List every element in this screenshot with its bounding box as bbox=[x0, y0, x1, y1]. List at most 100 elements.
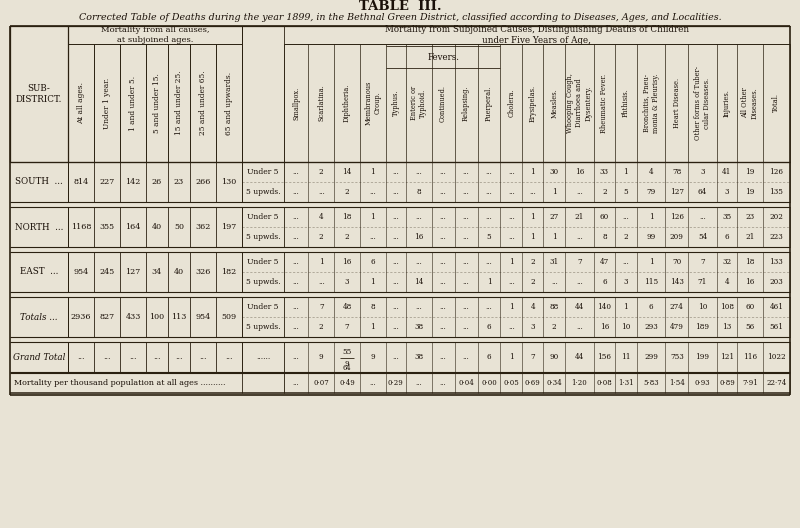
Text: 4: 4 bbox=[725, 278, 730, 286]
Text: 1: 1 bbox=[509, 303, 514, 311]
Text: 19: 19 bbox=[745, 188, 754, 196]
Text: 6: 6 bbox=[725, 233, 730, 241]
Text: Under 5: Under 5 bbox=[247, 168, 278, 176]
Text: 5: 5 bbox=[623, 188, 628, 196]
Text: 130: 130 bbox=[222, 178, 237, 186]
Text: 509: 509 bbox=[222, 313, 237, 321]
Text: Fevers.: Fevers. bbox=[427, 52, 459, 61]
Text: Grand Total: Grand Total bbox=[13, 353, 65, 362]
Text: Puerperal.: Puerperal. bbox=[485, 86, 493, 121]
Text: 5 upwds.: 5 upwds. bbox=[246, 323, 280, 331]
Text: 9: 9 bbox=[319, 353, 323, 361]
Text: 479: 479 bbox=[670, 323, 684, 331]
Text: 70: 70 bbox=[672, 258, 682, 266]
Text: 1: 1 bbox=[370, 278, 375, 286]
Text: Mortality per thousand population at all ages ..........: Mortality per thousand population at all… bbox=[14, 379, 226, 387]
Text: 1: 1 bbox=[530, 213, 535, 221]
Text: ...: ... bbox=[293, 353, 299, 361]
Text: 5 and under 15.: 5 and under 15. bbox=[153, 73, 161, 133]
Text: Cholera.: Cholera. bbox=[507, 89, 515, 117]
Text: 954: 954 bbox=[195, 313, 210, 321]
Text: ...: ... bbox=[370, 188, 376, 196]
Text: 60: 60 bbox=[600, 213, 609, 221]
Text: 78: 78 bbox=[672, 168, 682, 176]
Text: ...: ... bbox=[440, 353, 446, 361]
Text: Scarlatina.: Scarlatina. bbox=[318, 84, 326, 121]
Text: 227: 227 bbox=[99, 178, 114, 186]
Text: 1: 1 bbox=[486, 278, 491, 286]
Text: 293: 293 bbox=[644, 323, 658, 331]
Text: 0·04: 0·04 bbox=[458, 379, 474, 387]
Text: 55: 55 bbox=[342, 347, 352, 355]
Text: 6: 6 bbox=[649, 303, 654, 311]
Text: Mortality from Subjoined Causes, Distinguishing Deaths of Children
under Five Ye: Mortality from Subjoined Causes, Disting… bbox=[385, 25, 689, 45]
Text: 182: 182 bbox=[222, 268, 237, 276]
Text: 1·31: 1·31 bbox=[618, 379, 634, 387]
Text: ...: ... bbox=[576, 188, 582, 196]
Text: ...: ... bbox=[154, 353, 161, 361]
Text: 27: 27 bbox=[550, 213, 559, 221]
Text: 355: 355 bbox=[99, 223, 114, 231]
Text: 16: 16 bbox=[745, 278, 754, 286]
Text: 2: 2 bbox=[345, 233, 350, 241]
Text: ...: ... bbox=[393, 233, 399, 241]
Text: 5·83: 5·83 bbox=[643, 379, 658, 387]
Text: 121: 121 bbox=[720, 353, 734, 361]
Text: Corrected Table of Deaths during the year 1899, in the Bethnal Green District, c: Corrected Table of Deaths during the yea… bbox=[78, 13, 722, 22]
Text: 116: 116 bbox=[743, 353, 757, 361]
Text: 0·29: 0·29 bbox=[388, 379, 404, 387]
Text: Relapsing.: Relapsing. bbox=[462, 85, 470, 121]
Text: 2: 2 bbox=[552, 323, 557, 331]
Text: Other forms of Tuber-
cular Diseases.: Other forms of Tuber- cular Diseases. bbox=[694, 66, 711, 140]
Text: 0·34: 0·34 bbox=[546, 379, 562, 387]
Text: 2: 2 bbox=[530, 278, 535, 286]
Text: ...: ... bbox=[508, 213, 514, 221]
Text: 0·89: 0·89 bbox=[719, 379, 735, 387]
Text: Typhus.: Typhus. bbox=[392, 90, 400, 116]
Text: 1: 1 bbox=[530, 233, 535, 241]
Text: ...: ... bbox=[440, 188, 446, 196]
Text: 4: 4 bbox=[649, 168, 654, 176]
Text: 461: 461 bbox=[770, 303, 783, 311]
Text: 1: 1 bbox=[623, 303, 628, 311]
Text: 23: 23 bbox=[174, 178, 184, 186]
Text: 6: 6 bbox=[486, 353, 491, 361]
Text: 18: 18 bbox=[745, 258, 754, 266]
Text: 100: 100 bbox=[150, 313, 165, 321]
Text: ...: ... bbox=[622, 213, 630, 221]
Text: 11: 11 bbox=[621, 353, 630, 361]
Text: ...: ... bbox=[293, 303, 299, 311]
Text: 14: 14 bbox=[342, 168, 352, 176]
Text: 223: 223 bbox=[770, 233, 783, 241]
Text: 1: 1 bbox=[370, 213, 375, 221]
Text: ...: ... bbox=[393, 303, 399, 311]
Text: 5 upwds.: 5 upwds. bbox=[246, 278, 280, 286]
Text: ...: ... bbox=[486, 213, 492, 221]
Text: ...: ... bbox=[370, 379, 376, 387]
Text: 0·08: 0·08 bbox=[597, 379, 612, 387]
Text: 6: 6 bbox=[602, 278, 606, 286]
Text: 18: 18 bbox=[342, 213, 352, 221]
Text: 71: 71 bbox=[698, 278, 707, 286]
Text: 433: 433 bbox=[126, 313, 141, 321]
Text: 1: 1 bbox=[370, 323, 375, 331]
Text: 14: 14 bbox=[414, 278, 423, 286]
Text: SOUTH  ...: SOUTH ... bbox=[15, 177, 63, 186]
Text: ...: ... bbox=[293, 168, 299, 176]
Text: 1168: 1168 bbox=[71, 223, 91, 231]
Text: ...: ... bbox=[293, 278, 299, 286]
Text: ...: ... bbox=[462, 323, 470, 331]
Text: 133: 133 bbox=[770, 258, 783, 266]
Text: ...: ... bbox=[486, 258, 492, 266]
Text: ...: ... bbox=[103, 353, 110, 361]
Text: ...: ... bbox=[508, 278, 514, 286]
Text: 143: 143 bbox=[670, 278, 684, 286]
Text: 1: 1 bbox=[319, 258, 324, 266]
Text: 1: 1 bbox=[530, 168, 535, 176]
Text: ...: ... bbox=[508, 168, 514, 176]
Text: 827: 827 bbox=[99, 313, 114, 321]
Text: 9: 9 bbox=[370, 353, 375, 361]
Text: Enteric or
Typhoid.: Enteric or Typhoid. bbox=[410, 86, 427, 120]
Text: 47: 47 bbox=[600, 258, 609, 266]
Text: 202: 202 bbox=[770, 213, 783, 221]
